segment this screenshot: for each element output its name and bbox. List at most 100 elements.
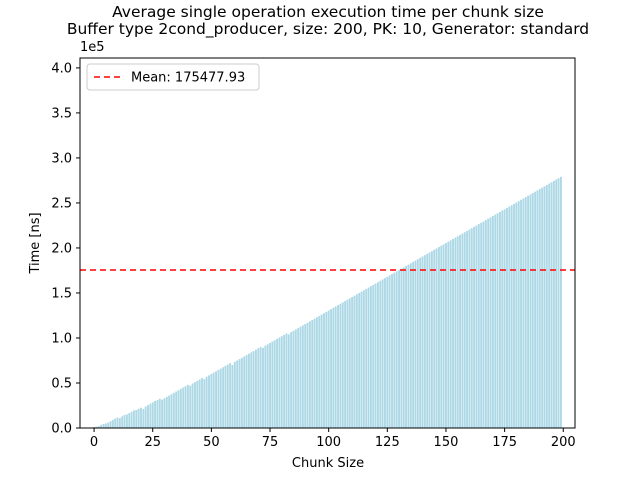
bar <box>186 384 189 428</box>
y-tick-label: 0.0 <box>51 422 72 437</box>
bar <box>487 218 490 428</box>
bar <box>358 292 361 428</box>
bar <box>276 338 278 428</box>
bar <box>463 232 466 428</box>
bar <box>506 207 508 428</box>
bar <box>550 182 553 428</box>
bar <box>428 252 431 428</box>
bar <box>238 359 241 428</box>
bar <box>332 307 335 428</box>
bar <box>224 365 227 428</box>
bar <box>201 378 203 428</box>
bar <box>545 184 548 428</box>
bar <box>142 409 145 428</box>
bar <box>194 382 196 428</box>
chart-title: Average single operation execution time … <box>112 3 544 21</box>
bar <box>377 282 379 428</box>
x-axis-label: Chunk Size <box>292 456 364 471</box>
bar <box>158 398 161 428</box>
bar <box>156 400 159 428</box>
bar <box>414 260 417 428</box>
bar <box>301 325 304 428</box>
bar <box>144 406 147 428</box>
bar <box>348 298 351 428</box>
bar <box>271 341 274 428</box>
bar <box>140 407 142 428</box>
bar <box>466 230 469 428</box>
bar <box>381 279 384 428</box>
bar <box>125 414 128 428</box>
bars-group <box>93 176 562 428</box>
bar <box>552 180 555 428</box>
plot-frame <box>79 57 576 429</box>
bar <box>308 321 311 428</box>
bar <box>280 336 283 428</box>
bar <box>118 418 121 428</box>
bar <box>482 221 485 428</box>
y-tick-label: 1.5 <box>51 286 72 301</box>
bar <box>100 424 103 428</box>
bar <box>104 423 107 428</box>
bar <box>130 411 133 428</box>
bar <box>149 403 152 428</box>
bar <box>515 202 518 428</box>
bar <box>470 228 473 428</box>
bar <box>367 287 370 428</box>
x-tick-label: 75 <box>262 435 279 450</box>
bar <box>137 408 140 428</box>
bar <box>128 413 131 428</box>
bar <box>475 225 478 428</box>
bar <box>243 356 246 428</box>
bar <box>273 340 276 428</box>
bar <box>405 265 408 428</box>
y-tick-label: 1.0 <box>51 331 72 346</box>
y-tick-label: 3.5 <box>51 106 72 121</box>
bar <box>372 284 375 428</box>
bar <box>557 178 560 428</box>
bar <box>419 257 422 428</box>
bar <box>529 194 532 428</box>
bar <box>498 211 501 428</box>
bar <box>259 346 262 428</box>
y-tick-label: 2.0 <box>51 241 72 256</box>
bar <box>121 416 124 428</box>
bar <box>297 328 300 428</box>
bar <box>531 193 534 428</box>
bar <box>299 326 302 428</box>
bar <box>346 299 349 428</box>
bar <box>334 306 337 428</box>
bar <box>527 195 530 428</box>
bar <box>456 236 459 428</box>
bar <box>252 351 255 428</box>
x-tick-label: 125 <box>375 435 400 450</box>
bar <box>386 276 389 428</box>
bar <box>438 247 440 428</box>
bar <box>484 220 487 428</box>
bar <box>255 349 257 428</box>
bar <box>229 363 232 428</box>
bar <box>489 217 492 428</box>
bar <box>344 301 347 428</box>
bar <box>205 376 208 428</box>
bar <box>395 271 398 428</box>
bar <box>407 264 410 428</box>
bar <box>177 390 180 428</box>
bar <box>210 373 213 428</box>
bar <box>374 283 377 428</box>
bar <box>320 314 323 428</box>
bar <box>311 319 314 428</box>
bar <box>198 379 201 428</box>
bar <box>473 226 476 428</box>
bar <box>362 290 365 428</box>
bar <box>290 332 293 428</box>
bar <box>114 418 117 428</box>
bar <box>135 410 138 428</box>
bar <box>264 345 267 428</box>
bar <box>154 400 157 428</box>
y-tick-label: 4.0 <box>51 61 72 76</box>
bar <box>111 419 114 428</box>
bar <box>147 405 149 428</box>
bar <box>449 240 452 428</box>
bar <box>203 378 206 428</box>
bar <box>102 423 105 428</box>
